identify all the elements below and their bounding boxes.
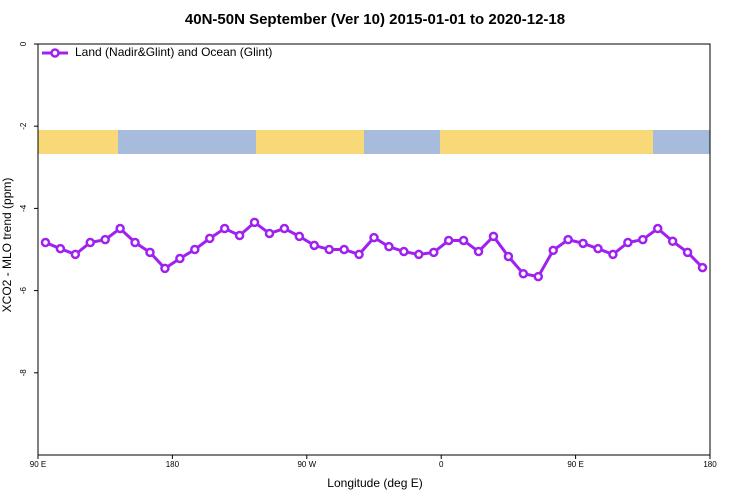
map-strip xyxy=(38,130,710,154)
y-tick-label: -8 xyxy=(19,369,28,377)
plot-frame xyxy=(37,43,711,456)
data-point xyxy=(294,231,305,242)
data-point xyxy=(458,235,469,246)
data-point xyxy=(638,234,648,245)
data-point xyxy=(414,249,424,260)
data-point xyxy=(309,240,320,251)
x-tick-label: 180 xyxy=(166,460,180,469)
land-block xyxy=(256,130,364,154)
data-point xyxy=(175,253,185,264)
data-point xyxy=(652,223,663,234)
data-point xyxy=(160,263,170,274)
y-tick-label: -6 xyxy=(19,286,28,294)
x-tick-label: 90 E xyxy=(567,460,583,469)
x-axis-label: Longitude (deg E) xyxy=(327,476,422,490)
data-point xyxy=(115,223,125,234)
data-point xyxy=(563,234,573,245)
data-point xyxy=(130,237,140,248)
data-point xyxy=(100,234,110,245)
data-point xyxy=(85,237,96,248)
data-point xyxy=(623,237,633,248)
chart-title: 40N-50N September (Ver 10) 2015-01-01 to… xyxy=(185,11,565,28)
data-point xyxy=(608,249,618,260)
data-point xyxy=(145,247,155,258)
data-point xyxy=(503,251,514,262)
data-point xyxy=(488,231,499,242)
land-block xyxy=(440,130,575,154)
y-tick-label: -2 xyxy=(19,122,28,130)
legend-marker xyxy=(50,48,60,58)
data-point xyxy=(279,223,290,234)
data-point xyxy=(249,217,260,228)
data-point xyxy=(399,246,409,257)
x-tick-label: 0 xyxy=(439,460,444,469)
data-point xyxy=(234,230,245,241)
x-tick-label: 180 xyxy=(703,460,717,469)
data-point xyxy=(443,235,454,246)
data-point xyxy=(428,247,439,258)
y-tick-label: 0 xyxy=(19,41,28,46)
x-tick-label: 90 E xyxy=(30,460,46,469)
x-tick-label: 90 W xyxy=(297,460,316,469)
series-line xyxy=(44,220,704,279)
data-point xyxy=(473,246,484,257)
data-point xyxy=(548,245,558,256)
data-point xyxy=(55,243,66,254)
data-point xyxy=(40,237,51,248)
y-axis-label: XCO2 - MLO trend (ppm) xyxy=(0,178,14,313)
data-point xyxy=(518,268,529,279)
data-point xyxy=(354,249,364,260)
data-point xyxy=(667,236,678,247)
data-point xyxy=(324,244,334,255)
data-point xyxy=(593,243,603,254)
data-point xyxy=(369,232,379,243)
land-block xyxy=(38,130,118,154)
data-point xyxy=(219,223,230,234)
data-point xyxy=(70,249,81,260)
data-point xyxy=(682,247,693,258)
data-point xyxy=(264,228,275,239)
data-point xyxy=(384,241,394,252)
data-point xyxy=(204,233,215,244)
data-point xyxy=(339,244,349,255)
data-point xyxy=(190,244,200,255)
data-point xyxy=(697,262,708,273)
land-block xyxy=(575,130,653,154)
data-point xyxy=(578,238,588,249)
legend-label: Land (Nadir&Glint) and Ocean (Glint) xyxy=(75,45,272,59)
data-point xyxy=(533,271,544,282)
y-tick-label: -4 xyxy=(19,204,28,212)
